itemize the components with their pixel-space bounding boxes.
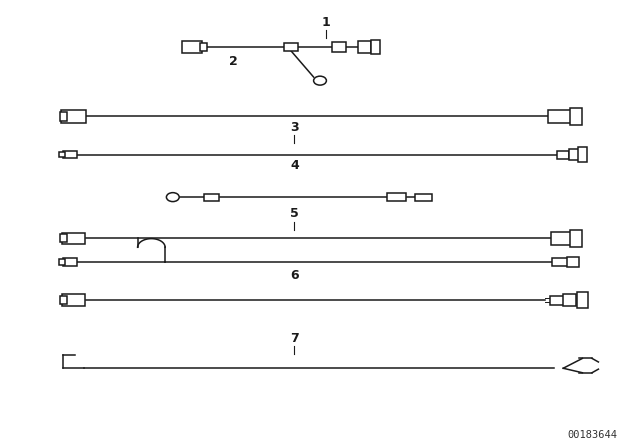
Bar [578, 147, 587, 162]
Text: 3: 3 [290, 121, 299, 134]
Circle shape [314, 76, 326, 85]
Bar [60, 112, 67, 121]
Bar [62, 294, 85, 306]
Bar [557, 151, 569, 159]
Circle shape [166, 193, 179, 202]
Bar [548, 110, 572, 123]
Bar [332, 42, 346, 52]
Text: 2: 2 [229, 55, 238, 68]
Text: 00183644: 00183644 [568, 430, 618, 440]
Text: 7: 7 [290, 332, 299, 345]
Text: 5: 5 [290, 207, 299, 220]
Bar [550, 232, 573, 245]
Bar [387, 193, 406, 201]
Bar [371, 40, 380, 54]
Bar [550, 296, 564, 305]
Text: 1: 1 [322, 16, 331, 29]
Bar [59, 259, 65, 265]
Bar [552, 258, 568, 266]
Bar [61, 110, 86, 123]
Bar [200, 43, 207, 51]
Bar [204, 194, 219, 201]
Bar [569, 149, 579, 160]
Bar [63, 151, 77, 158]
Bar [570, 230, 582, 247]
Bar [358, 41, 371, 53]
Bar [59, 152, 65, 157]
Bar [284, 43, 298, 51]
Bar [570, 108, 582, 125]
Bar [563, 294, 576, 306]
Text: 6: 6 [290, 269, 299, 282]
Bar [182, 41, 202, 53]
Bar [577, 292, 588, 308]
Bar [62, 233, 85, 244]
Bar [60, 296, 67, 304]
Bar [567, 257, 579, 267]
Bar [63, 258, 77, 266]
Bar [60, 234, 67, 242]
Text: 4: 4 [290, 159, 299, 172]
Bar [415, 194, 432, 201]
